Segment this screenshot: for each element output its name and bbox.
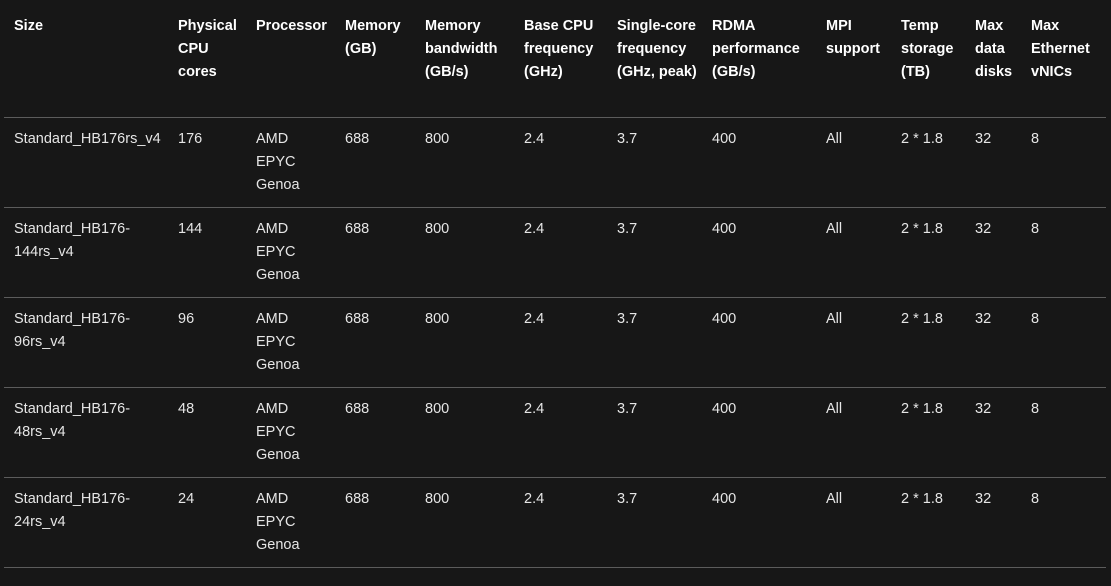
- cell-temp-storage: 2 * 1.8: [891, 117, 965, 208]
- cell-single-core-frequency: 3.7: [607, 387, 702, 478]
- cell-max-data-disks: 32: [965, 387, 1021, 478]
- table-header-row: Size Physical CPU cores Processor Memory…: [4, 4, 1106, 118]
- cell-single-core-frequency: 3.7: [607, 297, 702, 388]
- header-single-core-frequency: Single-core frequency (GHz, peak): [607, 4, 702, 118]
- cell-temp-storage: 2 * 1.8: [891, 387, 965, 478]
- header-temp-storage: Temp storage (TB): [891, 4, 965, 118]
- table-row: Standard_HB176-96rs_v4 96 AMD EPYC Genoa…: [4, 297, 1106, 388]
- header-size: Size: [4, 4, 168, 118]
- vm-size-table: Size Physical CPU cores Processor Memory…: [4, 4, 1106, 568]
- header-max-ethernet-vnics: Max Ethernet vNICs: [1021, 4, 1106, 118]
- cell-mpi-support: All: [816, 117, 891, 208]
- cell-single-core-frequency: 3.7: [607, 477, 702, 568]
- table-row: Standard_HB176-144rs_v4 144 AMD EPYC Gen…: [4, 207, 1106, 298]
- cell-memory: 688: [335, 297, 415, 388]
- cell-rdma-performance: 400: [702, 477, 816, 568]
- cell-max-data-disks: 32: [965, 297, 1021, 388]
- cell-physical-cpu-cores: 96: [168, 297, 246, 388]
- cell-rdma-performance: 400: [702, 207, 816, 298]
- cell-memory-bandwidth: 800: [415, 117, 514, 208]
- cell-memory-bandwidth: 800: [415, 477, 514, 568]
- cell-memory: 688: [335, 117, 415, 208]
- cell-max-data-disks: 32: [965, 117, 1021, 208]
- header-mpi-support: MPI support: [816, 4, 891, 118]
- cell-memory: 688: [335, 477, 415, 568]
- cell-processor: AMD EPYC Genoa: [246, 477, 335, 568]
- cell-physical-cpu-cores: 144: [168, 207, 246, 298]
- cell-rdma-performance: 400: [702, 387, 816, 478]
- cell-processor: AMD EPYC Genoa: [246, 297, 335, 388]
- table-row: Standard_HB176rs_v4 176 AMD EPYC Genoa 6…: [4, 117, 1106, 208]
- cell-base-cpu-frequency: 2.4: [514, 117, 607, 208]
- cell-max-ethernet-vnics: 8: [1021, 297, 1106, 388]
- header-memory-bandwidth: Memory bandwidth (GB/s): [415, 4, 514, 118]
- cell-rdma-performance: 400: [702, 297, 816, 388]
- cell-size: Standard_HB176-48rs_v4: [4, 387, 168, 478]
- cell-physical-cpu-cores: 48: [168, 387, 246, 478]
- cell-temp-storage: 2 * 1.8: [891, 297, 965, 388]
- cell-max-ethernet-vnics: 8: [1021, 387, 1106, 478]
- header-rdma-performance: RDMA performance (GB/s): [702, 4, 816, 118]
- header-processor: Processor: [246, 4, 335, 118]
- cell-size: Standard_HB176-96rs_v4: [4, 297, 168, 388]
- cell-memory-bandwidth: 800: [415, 207, 514, 298]
- cell-size: Standard_HB176-144rs_v4: [4, 207, 168, 298]
- cell-mpi-support: All: [816, 207, 891, 298]
- cell-mpi-support: All: [816, 477, 891, 568]
- cell-memory: 688: [335, 387, 415, 478]
- cell-max-ethernet-vnics: 8: [1021, 477, 1106, 568]
- header-memory: Memory (GB): [335, 4, 415, 118]
- cell-size: Standard_HB176-24rs_v4: [4, 477, 168, 568]
- cell-mpi-support: All: [816, 297, 891, 388]
- cell-processor: AMD EPYC Genoa: [246, 117, 335, 208]
- cell-max-data-disks: 32: [965, 477, 1021, 568]
- cell-base-cpu-frequency: 2.4: [514, 297, 607, 388]
- vm-size-table-container: Size Physical CPU cores Processor Memory…: [4, 4, 1106, 568]
- cell-single-core-frequency: 3.7: [607, 207, 702, 298]
- cell-processor: AMD EPYC Genoa: [246, 207, 335, 298]
- cell-single-core-frequency: 3.7: [607, 117, 702, 208]
- cell-base-cpu-frequency: 2.4: [514, 207, 607, 298]
- cell-rdma-performance: 400: [702, 117, 816, 208]
- cell-memory: 688: [335, 207, 415, 298]
- header-base-cpu-frequency: Base CPU frequency (GHz): [514, 4, 607, 118]
- cell-size: Standard_HB176rs_v4: [4, 117, 168, 208]
- table-row: Standard_HB176-48rs_v4 48 AMD EPYC Genoa…: [4, 387, 1106, 478]
- cell-max-ethernet-vnics: 8: [1021, 207, 1106, 298]
- cell-temp-storage: 2 * 1.8: [891, 207, 965, 298]
- cell-base-cpu-frequency: 2.4: [514, 387, 607, 478]
- cell-max-data-disks: 32: [965, 207, 1021, 298]
- cell-base-cpu-frequency: 2.4: [514, 477, 607, 568]
- cell-memory-bandwidth: 800: [415, 387, 514, 478]
- table-row: Standard_HB176-24rs_v4 24 AMD EPYC Genoa…: [4, 477, 1106, 568]
- cell-physical-cpu-cores: 24: [168, 477, 246, 568]
- cell-processor: AMD EPYC Genoa: [246, 387, 335, 478]
- cell-max-ethernet-vnics: 8: [1021, 117, 1106, 208]
- cell-physical-cpu-cores: 176: [168, 117, 246, 208]
- cell-mpi-support: All: [816, 387, 891, 478]
- cell-temp-storage: 2 * 1.8: [891, 477, 965, 568]
- header-physical-cpu-cores: Physical CPU cores: [168, 4, 246, 118]
- header-max-data-disks: Max data disks: [965, 4, 1021, 118]
- cell-memory-bandwidth: 800: [415, 297, 514, 388]
